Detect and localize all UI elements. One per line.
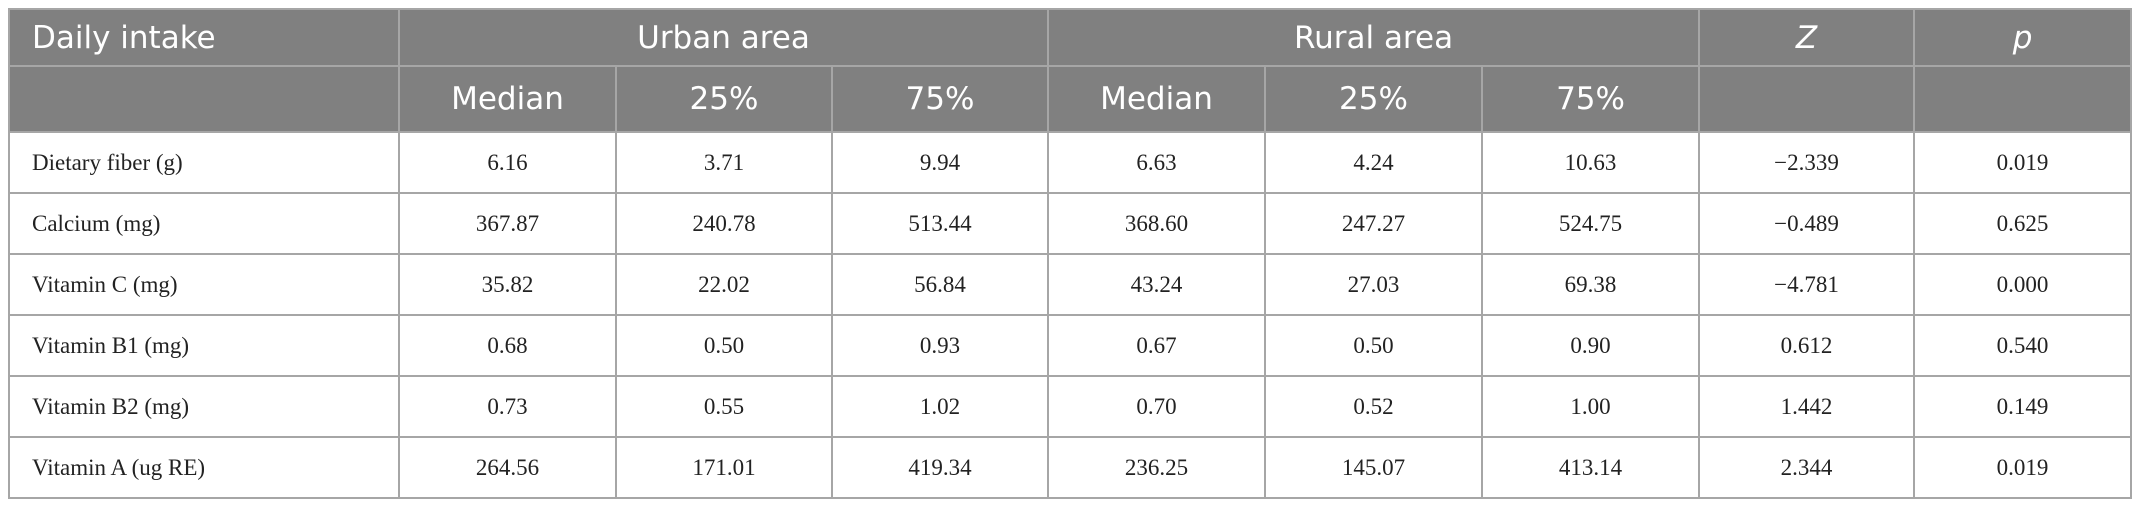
value-cell: 27.03 <box>1264 253 1483 316</box>
value-cell: 0.68 <box>398 314 617 377</box>
value-cell: 69.38 <box>1480 253 1701 316</box>
value-cell: 145.07 <box>1264 436 1483 499</box>
row-label: Vitamin B2 (mg) <box>8 375 400 438</box>
intake-table: Daily intake Urban area Rural area Z p M… <box>8 8 2133 499</box>
value-cell: −2.339 <box>1698 131 1916 194</box>
value-cell: 6.16 <box>398 131 617 194</box>
header-cell <box>1913 65 2133 133</box>
header-cell: Daily intake <box>8 8 400 67</box>
value-cell: 4.24 <box>1264 131 1483 194</box>
row-label: Dietary fiber (g) <box>8 131 400 194</box>
body-row: Vitamin C (mg) 35.82 22.02 56.84 43.24 27.03 6… <box>8 253 2133 316</box>
value-cell: 1.00 <box>1480 375 1701 438</box>
value-cell: −0.489 <box>1698 192 1916 255</box>
value-cell: 264.56 <box>398 436 617 499</box>
header-cell: 75% <box>831 65 1049 133</box>
value-cell: 368.60 <box>1047 192 1266 255</box>
value-cell: 0.149 <box>1913 375 2133 438</box>
value-cell: 1.02 <box>831 375 1049 438</box>
value-cell: 524.75 <box>1480 192 1701 255</box>
row-label: Vitamin C (mg) <box>8 253 400 316</box>
body-row: Dietary fiber (g) 6.16 3.71 9.94 6.63 4.24 10.… <box>8 131 2133 194</box>
value-cell: 236.25 <box>1047 436 1266 499</box>
header-cell <box>8 65 400 133</box>
body-row: Vitamin A (ug RE) 264.56 171.01 419.34 236.2… <box>8 436 2133 499</box>
header-cell: p <box>1913 8 2133 67</box>
body-row: Vitamin B1 (mg) 0.68 0.50 0.93 0.67 0.50 0.90 0… <box>8 314 2133 377</box>
value-cell: 0.67 <box>1047 314 1266 377</box>
table-body: Dietary fiber (g) 6.16 3.71 9.94 6.63 4.24 10.… <box>8 131 2133 499</box>
row-label: Vitamin B1 (mg) <box>8 314 400 377</box>
value-cell: 0.73 <box>398 375 617 438</box>
value-cell: 0.90 <box>1480 314 1701 377</box>
header-cell: Median <box>398 65 617 133</box>
value-cell: 0.019 <box>1913 131 2133 194</box>
header-cell: Urban area <box>398 8 1049 67</box>
value-cell: 0.612 <box>1698 314 1916 377</box>
value-cell: 6.63 <box>1047 131 1266 194</box>
value-cell: 10.63 <box>1480 131 1701 194</box>
value-cell: 0.625 <box>1913 192 2133 255</box>
value-cell: 43.24 <box>1047 253 1266 316</box>
value-cell: 56.84 <box>831 253 1049 316</box>
body-row: Calcium (mg) 367.87 240.78 513.44 368.60 247.… <box>8 192 2133 255</box>
value-cell: 0.50 <box>615 314 833 377</box>
header-cell: 25% <box>1264 65 1483 133</box>
value-cell: 0.50 <box>1264 314 1483 377</box>
table-header: Daily intake Urban area Rural area Z p M… <box>8 8 2133 133</box>
value-cell: 0.93 <box>831 314 1049 377</box>
value-cell: 0.000 <box>1913 253 2133 316</box>
value-cell: 413.14 <box>1480 436 1701 499</box>
header-cell: 25% <box>615 65 833 133</box>
value-cell: 0.540 <box>1913 314 2133 377</box>
value-cell: 367.87 <box>398 192 617 255</box>
header-cell: Z <box>1698 8 1916 67</box>
row-label: Vitamin A (ug RE) <box>8 436 400 499</box>
row-label: Calcium (mg) <box>8 192 400 255</box>
body-row: Vitamin B2 (mg) 0.73 0.55 1.02 0.70 0.52 1.00 1… <box>8 375 2133 438</box>
value-cell: −4.781 <box>1698 253 1916 316</box>
value-cell: 0.70 <box>1047 375 1266 438</box>
value-cell: 419.34 <box>831 436 1049 499</box>
value-cell: 240.78 <box>615 192 833 255</box>
value-cell: 247.27 <box>1264 192 1483 255</box>
value-cell: 513.44 <box>831 192 1049 255</box>
value-cell: 0.55 <box>615 375 833 438</box>
header-row: Median 25% 75% Median 25% 75% <box>8 65 2133 133</box>
value-cell: 9.94 <box>831 131 1049 194</box>
value-cell: 0.52 <box>1264 375 1483 438</box>
header-cell: 75% <box>1480 65 1701 133</box>
value-cell: 35.82 <box>398 253 617 316</box>
value-cell: 22.02 <box>615 253 833 316</box>
header-row: Daily intake Urban area Rural area Z p <box>8 8 2133 67</box>
value-cell: 171.01 <box>615 436 833 499</box>
value-cell: 2.344 <box>1698 436 1916 499</box>
value-cell: 1.442 <box>1698 375 1916 438</box>
header-cell: Median <box>1047 65 1266 133</box>
value-cell: 3.71 <box>615 131 833 194</box>
value-cell: 0.019 <box>1913 436 2133 499</box>
header-cell: Rural area <box>1046 8 1701 67</box>
header-cell <box>1698 65 1916 133</box>
